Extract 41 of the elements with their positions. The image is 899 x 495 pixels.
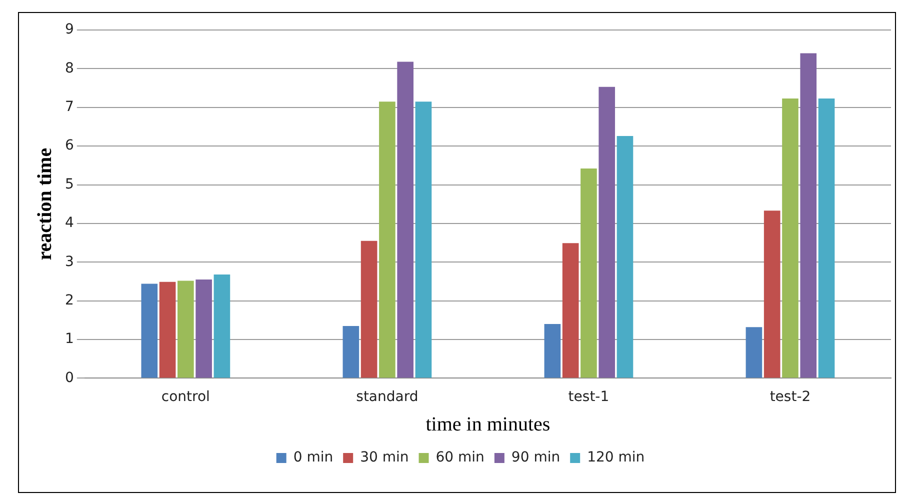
x-tick-label: control bbox=[161, 389, 210, 406]
bar bbox=[800, 53, 817, 378]
bar bbox=[196, 280, 212, 378]
bar bbox=[580, 168, 597, 378]
x-tick-label: standard bbox=[356, 389, 418, 406]
legend-label: 0 min bbox=[293, 450, 334, 466]
x-tick-label: test-2 bbox=[770, 389, 811, 406]
y-tick-label: 5 bbox=[64, 176, 74, 192]
bar bbox=[141, 284, 158, 378]
bar bbox=[616, 136, 634, 378]
bar bbox=[379, 102, 396, 378]
bar bbox=[544, 324, 561, 378]
y-tick-label: 8 bbox=[64, 60, 74, 76]
legend-label: 90 min bbox=[511, 450, 560, 466]
bar bbox=[782, 98, 798, 378]
y-axis-title: reaction time bbox=[34, 148, 56, 260]
legend-label: 120 min bbox=[587, 450, 645, 466]
x-tick-label: test-1 bbox=[568, 389, 610, 406]
bar bbox=[159, 282, 176, 378]
bar bbox=[178, 280, 194, 378]
bar bbox=[818, 98, 835, 378]
legend-label: 60 min bbox=[436, 450, 484, 466]
y-tick-label: 4 bbox=[64, 215, 74, 232]
y-tick-label: 9 bbox=[64, 22, 74, 38]
y-tick-label: 1 bbox=[64, 331, 74, 348]
y-tick-label: 6 bbox=[64, 138, 74, 154]
bar bbox=[342, 326, 360, 378]
y-tick-label: 3 bbox=[64, 254, 74, 270]
legend-label: 30 min bbox=[360, 450, 409, 466]
y-tick-label: 7 bbox=[64, 99, 74, 116]
bar bbox=[360, 240, 378, 378]
bar bbox=[598, 86, 616, 378]
x-axis-title: time in minutes bbox=[426, 413, 550, 436]
bar bbox=[415, 102, 432, 378]
bar bbox=[562, 243, 579, 378]
y-tick-label: 2 bbox=[64, 292, 74, 308]
bar bbox=[746, 327, 762, 378]
bar bbox=[214, 274, 230, 378]
y-tick-label: 0 bbox=[64, 370, 74, 386]
bar bbox=[397, 62, 414, 378]
bar bbox=[764, 210, 780, 378]
